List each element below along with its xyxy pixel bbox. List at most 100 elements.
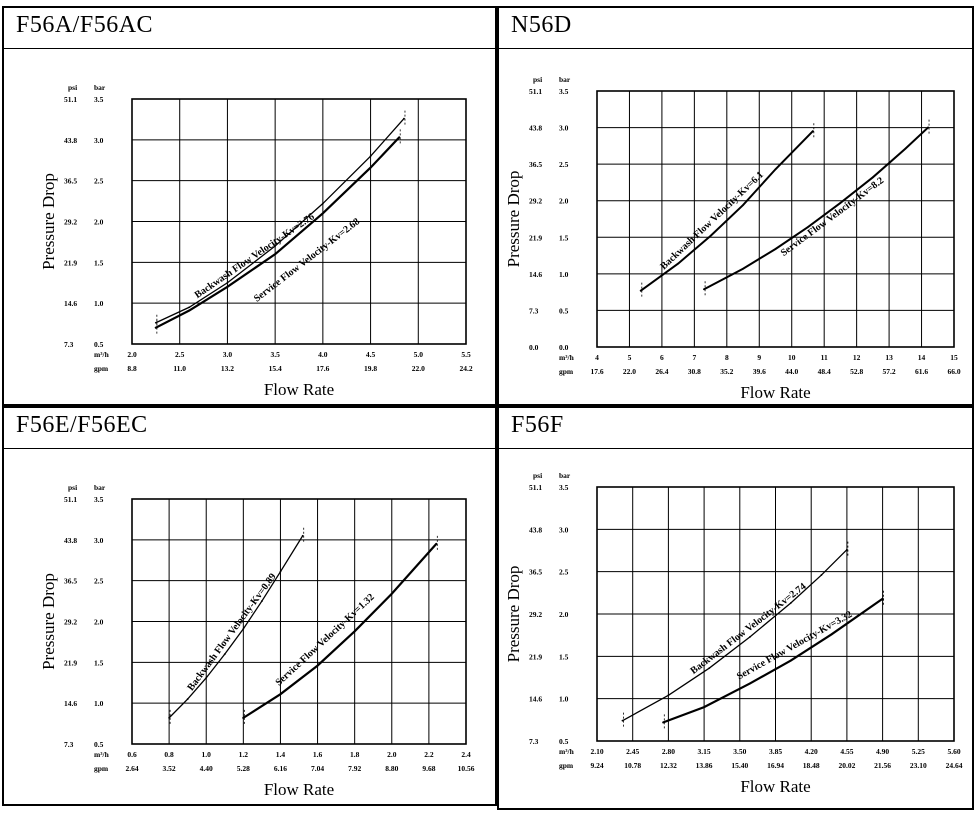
y-tick-label-psi: 21.9 <box>529 233 542 242</box>
x-tick-label-m3h: 5.5 <box>461 350 471 359</box>
y-tick-label-bar: 3.5 <box>94 95 104 104</box>
chart-title: F56A/F56AC <box>16 12 154 38</box>
x-tick-label-gpm: 13.86 <box>696 761 713 770</box>
x-tick-label-gpm: 61.6 <box>915 367 928 376</box>
data-point <box>188 306 191 309</box>
x-axis-title: Flow Rate <box>264 380 334 399</box>
y-unit-bar-label: bar <box>94 483 106 492</box>
x-tick-label-m3h: 5.0 <box>414 350 424 359</box>
x-tick-label-m3h: 2.0 <box>387 750 397 759</box>
chart-panel-f56f: F56F psi bar 0.5 7.3 1.0 14.6 1.5 21.9 2.0 29.2 2.… <box>497 406 974 810</box>
data-point <box>774 168 777 171</box>
x-tick-label-m3h: 4.5 <box>366 350 376 359</box>
y-tick-label-psi: 21.9 <box>64 658 77 667</box>
y-tick-label-psi: 14.6 <box>64 299 77 308</box>
data-point <box>742 267 744 270</box>
x-tick-label-gpm: 3.52 <box>163 764 176 773</box>
chart-svg: psi bar 0.5 7.3 1.0 14.6 1.5 21.9 2.0 29.2 2.5 36.5… <box>504 471 963 796</box>
x-tick-label-m3h: 0.6 <box>127 750 137 759</box>
x-tick-label-m3h: 4 <box>595 353 599 362</box>
data-point <box>807 226 809 228</box>
x-tick-label-m3h: 3.50 <box>733 747 746 756</box>
series-label: Backwash Flow Velocity-Kv=2.74 <box>689 581 809 677</box>
data-point <box>242 627 245 630</box>
y-tick-label-bar: 2.0 <box>94 218 104 227</box>
x-tick-label-m3h: 9 <box>757 353 761 362</box>
y-tick-label-bar: 3.0 <box>94 136 104 145</box>
data-point <box>369 155 372 158</box>
x-tick-label-m3h: 3.0 <box>223 350 233 359</box>
x-tick-label-gpm: 21.56 <box>874 761 891 770</box>
chart-title: N56D <box>511 12 572 38</box>
y-tick-label-psi: 21.9 <box>64 258 77 267</box>
y-tick-label-psi: 7.3 <box>64 740 74 749</box>
x-tick-label-m3h: 5.25 <box>912 747 925 756</box>
x-tick-label-m3h: 1.0 <box>202 750 212 759</box>
y-unit-bar-label: bar <box>559 75 571 84</box>
y-tick-label-bar: 0.5 <box>94 340 104 349</box>
data-point <box>316 664 319 667</box>
data-point <box>703 706 705 709</box>
x-unit-m3h-label: m³/h <box>94 350 110 359</box>
data-point <box>708 667 711 670</box>
y-tick-label-bar: 1.5 <box>559 652 569 661</box>
data-point <box>321 212 324 215</box>
x-tick-label-gpm: 17.6 <box>316 364 329 373</box>
y-tick-label-psi: 51.1 <box>64 495 77 504</box>
series-label: Backwash Flow Velocity-Kv=6.1 <box>658 170 766 273</box>
data-point <box>154 326 157 329</box>
x-tick-label-m3h: 4.90 <box>876 747 889 756</box>
x-tick-label-gpm: 13.2 <box>221 364 234 373</box>
series-line <box>639 130 814 292</box>
data-point <box>839 202 842 204</box>
x-tick-label-gpm: 12.32 <box>660 761 677 770</box>
x-tick-label-gpm: 6.16 <box>274 764 287 773</box>
x-tick-label-m3h: 11 <box>821 353 828 362</box>
y-tick-label-psi: 29.2 <box>529 197 542 206</box>
y-tick-label-bar: 2.0 <box>559 610 569 619</box>
x-tick-label-gpm: 22.0 <box>412 364 425 373</box>
data-point <box>749 635 751 638</box>
x-unit-m3h-label: m³/h <box>559 353 575 362</box>
x-tick-label-gpm: 20.02 <box>838 761 855 770</box>
y-tick-label-psi: 43.8 <box>529 525 542 534</box>
chart-title: F56F <box>511 412 564 438</box>
data-point <box>904 147 907 150</box>
y-tick-label-psi: 7.3 <box>529 737 539 746</box>
x-tick-label-m3h: 3.15 <box>698 747 711 756</box>
chart-panel-n56d: N56D psi bar 0.0 0.0 0.5 7.3 1.0 14.6 1.5 21.9 2.0… <box>497 6 974 406</box>
data-point <box>820 574 823 576</box>
x-tick-label-gpm: 26.4 <box>655 367 668 376</box>
y-tick-label-psi: 14.6 <box>529 270 542 279</box>
x-tick-label-gpm: 24.2 <box>459 364 472 373</box>
x-tick-label-gpm: 52.8 <box>850 367 863 376</box>
data-point <box>774 248 777 250</box>
x-tick-label-gpm: 7.92 <box>348 764 361 773</box>
series-line <box>154 136 401 329</box>
x-tick-label-m3h: 2.0 <box>127 350 137 359</box>
y-tick-label-psi: 43.8 <box>529 124 542 133</box>
x-tick-label-m3h: 4.55 <box>840 747 853 756</box>
data-point <box>403 117 405 120</box>
data-point <box>830 633 833 636</box>
data-point <box>789 602 792 604</box>
x-tick-label-m3h: 3.5 <box>270 350 280 359</box>
data-point <box>742 204 744 207</box>
x-tick-label-m3h: 1.4 <box>276 750 286 759</box>
x-tick-label-gpm: 16.94 <box>767 761 784 770</box>
x-tick-label-gpm: 17.6 <box>590 367 603 376</box>
data-point <box>677 262 680 265</box>
data-point <box>703 288 705 291</box>
x-unit-gpm-label: gpm <box>559 761 574 770</box>
x-tick-label-gpm: 22.0 <box>623 367 636 376</box>
x-tick-label-gpm: 19.8 <box>364 364 377 373</box>
data-point <box>621 719 624 722</box>
x-tick-label-m3h: 4.0 <box>318 350 328 359</box>
y-tick-label-bar: 2.5 <box>559 160 569 169</box>
y-tick-label-psi: 29.2 <box>64 218 77 227</box>
x-tick-label-gpm: 5.28 <box>237 764 250 773</box>
data-point <box>226 281 229 284</box>
y-tick-label-bar: 2.5 <box>559 568 569 577</box>
data-point <box>321 202 324 205</box>
